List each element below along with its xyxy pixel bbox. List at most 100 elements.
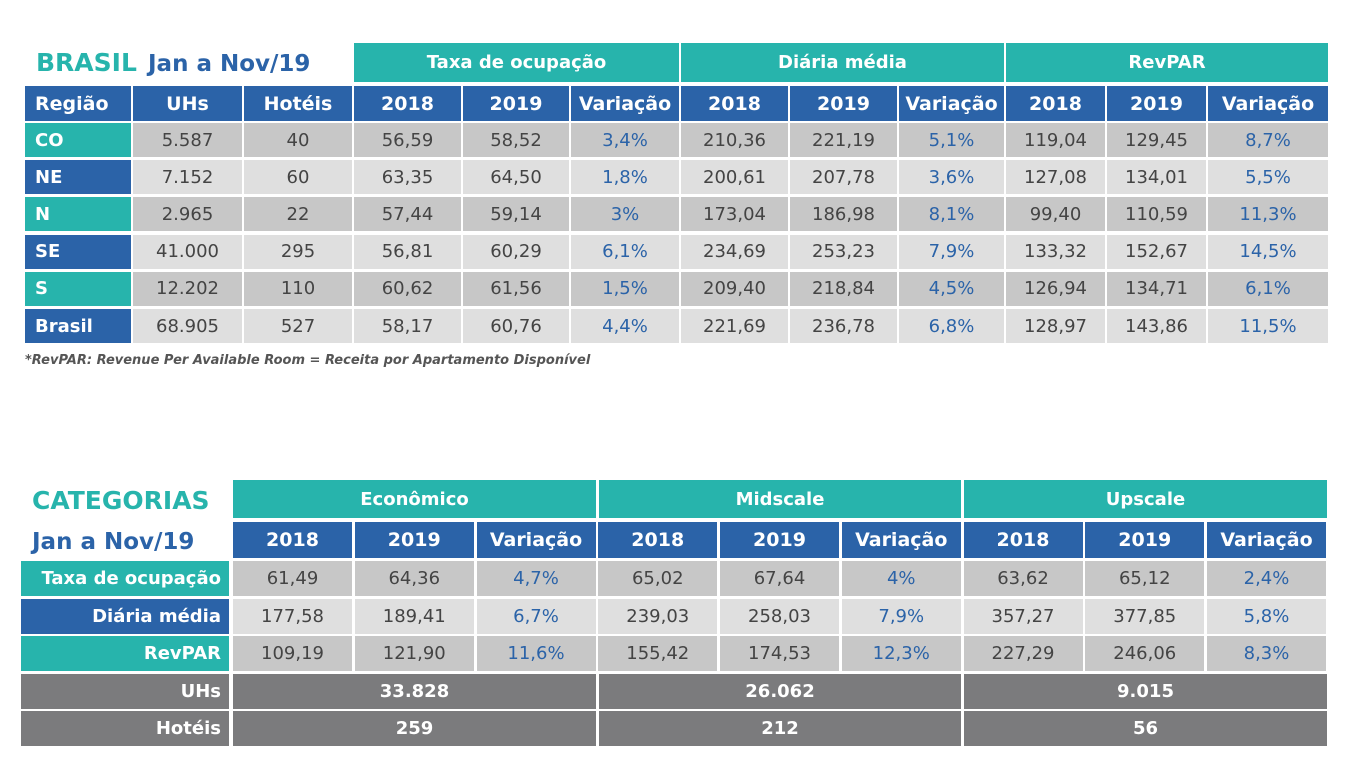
data-cell: 58,17 [354, 309, 461, 343]
data-cell: 64,36 [354, 561, 474, 596]
data-cell: 57,44 [354, 197, 461, 232]
variation-cell: 3% [571, 197, 679, 232]
column-header: Variação [476, 522, 596, 558]
data-cell: 236,78 [790, 309, 897, 343]
group-header: Midscale [599, 480, 961, 518]
data-cell: 377,85 [1085, 598, 1205, 634]
total-cell: 56 [964, 711, 1327, 746]
data-cell: 527 [244, 309, 352, 343]
title: CATEGORIAS [32, 486, 210, 515]
data-cell: 64,50 [463, 160, 569, 195]
data-cell: 126,94 [1006, 271, 1105, 306]
data-cell: 200,61 [681, 160, 788, 195]
period: Jan a Nov/19 [32, 529, 195, 555]
column-header: Região [25, 86, 131, 121]
data-cell: 99,40 [1006, 197, 1105, 232]
column-header: 2018 [598, 522, 718, 558]
variation-cell: 1,8% [571, 160, 679, 195]
variation-cell: 1,5% [571, 271, 679, 306]
data-cell: 68.905 [133, 309, 242, 343]
data-cell: 207,78 [790, 160, 897, 195]
data-cell: 7.152 [133, 160, 242, 195]
data-cell: 63,35 [354, 160, 461, 195]
variation-cell: 5,8% [1207, 598, 1326, 634]
column-header: Variação [841, 522, 961, 558]
data-cell: 218,84 [790, 271, 897, 306]
total-cell: 26.062 [599, 674, 961, 709]
variation-cell: 11,6% [476, 636, 596, 671]
data-cell: 110,59 [1107, 197, 1206, 232]
total-label: UHs [21, 674, 229, 709]
data-cell: 357,27 [963, 598, 1083, 634]
group-header: Econômico [233, 480, 596, 518]
variation-cell: 8,1% [899, 197, 1004, 232]
data-cell: 253,23 [790, 234, 897, 269]
data-cell: 258,03 [720, 598, 839, 634]
total-cell: 212 [599, 711, 961, 746]
column-header: 2018 [1006, 86, 1105, 121]
variation-cell: 3,4% [571, 123, 679, 157]
data-cell: 58,52 [463, 123, 569, 157]
data-cell: 67,64 [720, 561, 839, 596]
data-cell: 65,12 [1085, 561, 1205, 596]
variation-cell: 4% [841, 561, 961, 596]
total-cell: 9.015 [964, 674, 1327, 709]
column-header: 2018 [233, 522, 352, 558]
column-header: 2019 [720, 522, 839, 558]
data-cell: 41.000 [133, 234, 242, 269]
region-label: CO [25, 123, 131, 157]
data-cell: 295 [244, 234, 352, 269]
region-label: Brasil [25, 309, 131, 343]
data-cell: 129,45 [1107, 123, 1206, 157]
data-cell: 60,76 [463, 309, 569, 343]
variation-cell: 11,5% [1208, 309, 1328, 343]
column-header: 2018 [963, 522, 1083, 558]
data-cell: 109,19 [233, 636, 352, 671]
data-cell: 128,97 [1006, 309, 1105, 343]
variation-cell: 6,1% [1208, 271, 1328, 306]
data-cell: 119,04 [1006, 123, 1105, 157]
variation-cell: 7,9% [841, 598, 961, 634]
variation-cell: 4,7% [476, 561, 596, 596]
data-cell: 61,49 [233, 561, 352, 596]
data-cell: 177,58 [233, 598, 352, 634]
row-label: Diária média [21, 598, 229, 634]
total-cell: 259 [233, 711, 596, 746]
group-header: Diária média [681, 43, 1004, 82]
variation-cell: 2,4% [1207, 561, 1326, 596]
variation-cell: 3,6% [899, 160, 1004, 195]
data-cell: 134,71 [1107, 271, 1206, 306]
data-cell: 155,42 [598, 636, 718, 671]
title: BRASIL [36, 48, 137, 77]
variation-cell: 14,5% [1208, 234, 1328, 269]
variation-cell: 6,8% [899, 309, 1004, 343]
column-header: UHs [133, 86, 242, 121]
column-header: 2018 [354, 86, 461, 121]
region-label: N [25, 197, 131, 232]
data-cell: 239,03 [598, 598, 718, 634]
data-cell: 65,02 [598, 561, 718, 596]
data-cell: 40 [244, 123, 352, 157]
variation-cell: 5,5% [1208, 160, 1328, 195]
data-cell: 221,19 [790, 123, 897, 157]
group-header: Taxa de ocupação [354, 43, 679, 82]
data-cell: 221,69 [681, 309, 788, 343]
data-cell: 63,62 [963, 561, 1083, 596]
data-cell: 60,29 [463, 234, 569, 269]
data-cell: 56,59 [354, 123, 461, 157]
data-cell: 59,14 [463, 197, 569, 232]
total-label: Hotéis [21, 711, 229, 746]
variation-cell: 11,3% [1208, 197, 1328, 232]
row-label: RevPAR [21, 636, 229, 671]
data-cell: 227,29 [963, 636, 1083, 671]
column-header: 2019 [1107, 86, 1206, 121]
column-header: 2019 [354, 522, 474, 558]
column-header: 2019 [790, 86, 897, 121]
data-cell: 110 [244, 271, 352, 306]
data-cell: 134,01 [1107, 160, 1206, 195]
footnote: *RevPAR: Revenue Per Available Room = Re… [25, 353, 591, 368]
data-cell: 210,36 [681, 123, 788, 157]
variation-cell: 4,5% [899, 271, 1004, 306]
column-header: Variação [1208, 86, 1328, 121]
